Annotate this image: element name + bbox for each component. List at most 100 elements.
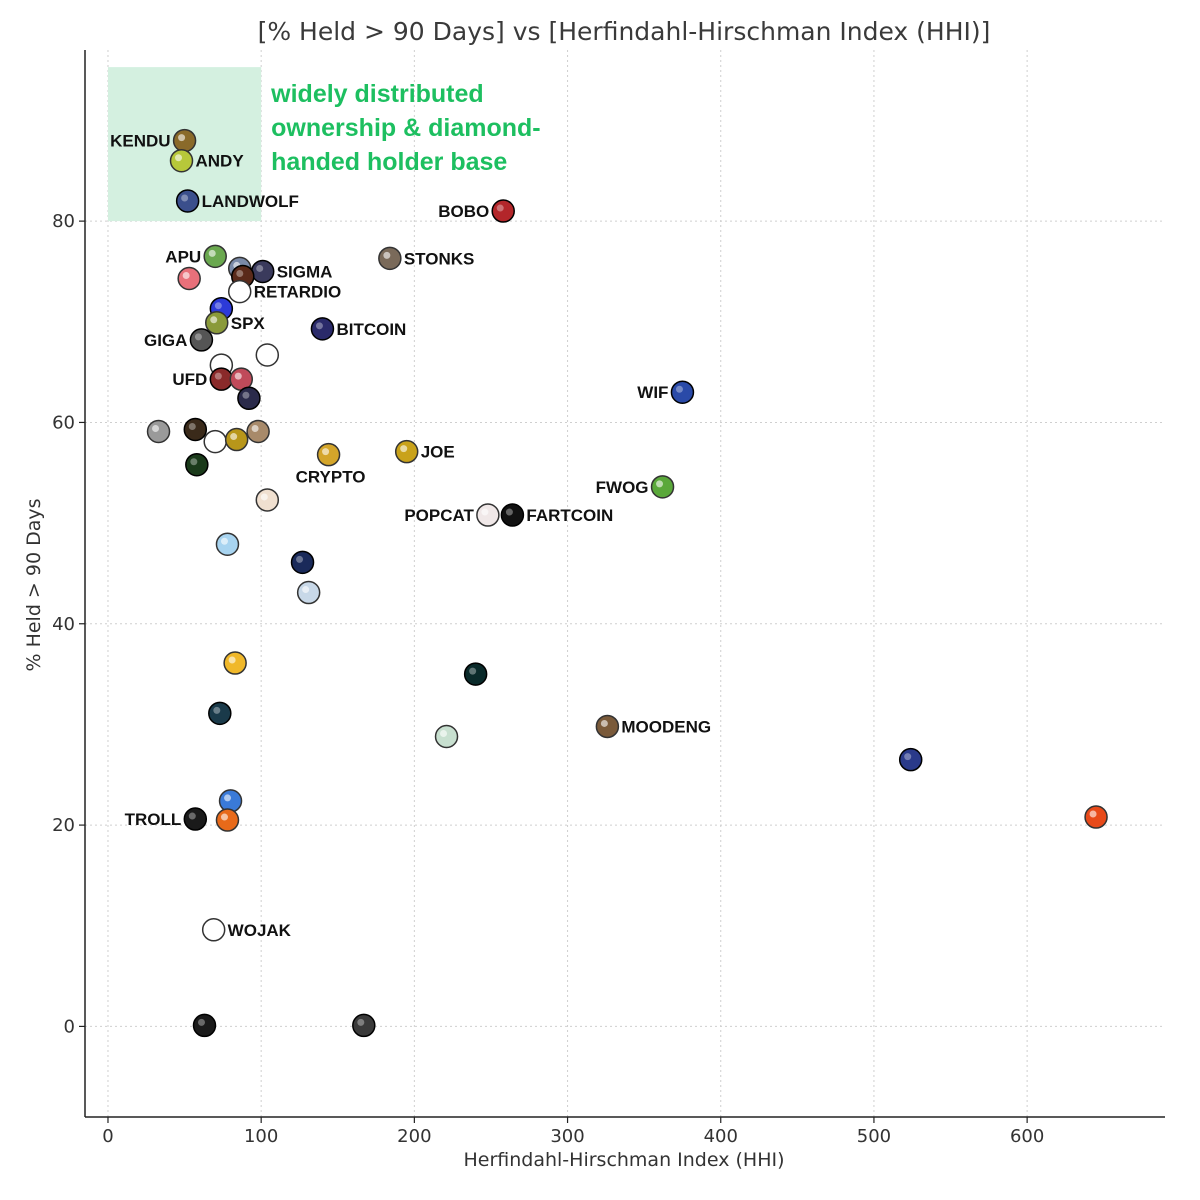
point-label: FWOG xyxy=(596,478,649,497)
data-point-highlight xyxy=(302,586,310,594)
data-point xyxy=(434,724,459,749)
data-point xyxy=(237,386,261,411)
point-label: POPCAT xyxy=(404,506,474,525)
data-point-highlight xyxy=(208,435,216,443)
data-point-highlight xyxy=(214,302,222,310)
point-label: SIGMA xyxy=(277,262,333,281)
data-point xyxy=(463,662,488,686)
point-label: UFD xyxy=(172,370,207,389)
data-point xyxy=(595,714,620,739)
x-tick-label: 600 xyxy=(1010,1126,1044,1147)
data-point-highlight xyxy=(152,425,160,433)
point-labels: KENDU ANDY LANDWOLF BOBO APU SIGMA STONKS RETAR… xyxy=(110,132,711,940)
point-label: SPX xyxy=(231,314,266,333)
point-label: STONKS xyxy=(404,249,475,268)
data-point-highlight xyxy=(296,555,304,563)
data-point-highlight xyxy=(496,204,504,212)
data-point-highlight xyxy=(256,264,264,272)
data-point-highlight xyxy=(197,1018,205,1026)
x-tick-label: 400 xyxy=(704,1126,738,1147)
data-point-highlight xyxy=(207,923,215,931)
y-tick-label: 0 xyxy=(64,1016,75,1037)
data-point-highlight xyxy=(220,537,228,545)
data-point-highlight xyxy=(440,730,448,738)
data-point-highlight xyxy=(675,385,683,393)
data-point xyxy=(189,328,214,352)
data-points xyxy=(146,128,1108,1038)
data-point xyxy=(204,311,229,335)
data-point xyxy=(218,789,243,813)
chart-title: [% Held > 90 Days] vs [Herfindahl-Hirsch… xyxy=(258,17,991,46)
data-point xyxy=(255,343,280,367)
data-point-highlight xyxy=(181,194,189,202)
data-point xyxy=(215,532,240,556)
point-label: GIGA xyxy=(144,331,187,350)
data-point xyxy=(209,367,234,391)
data-point-highlight xyxy=(220,813,228,821)
annotation-line: handed holder base xyxy=(271,148,507,176)
data-point xyxy=(203,429,227,454)
point-label: JOE xyxy=(421,443,455,462)
point-label: LANDWOLF xyxy=(202,192,299,211)
data-point xyxy=(310,317,335,341)
point-label: WOJAK xyxy=(228,921,292,940)
y-tick-label: 40 xyxy=(52,614,75,635)
y-tick-label: 80 xyxy=(52,211,75,232)
data-point xyxy=(1084,805,1108,829)
data-point xyxy=(476,503,500,527)
data-point-highlight xyxy=(214,358,222,366)
point-label: MOODENG xyxy=(621,717,711,736)
data-point-highlight xyxy=(208,249,216,257)
data-point-highlight xyxy=(233,285,241,293)
data-point-highlight xyxy=(236,269,244,277)
data-point-highlight xyxy=(315,322,323,330)
data-point xyxy=(208,701,232,726)
data-point xyxy=(670,380,695,404)
point-label: BOBO xyxy=(438,202,489,221)
x-tick-label: 0 xyxy=(102,1126,113,1147)
data-point-highlight xyxy=(400,445,408,453)
data-point-highlight xyxy=(260,493,268,501)
data-point-highlight xyxy=(213,706,221,714)
data-point xyxy=(378,246,402,271)
data-point-highlight xyxy=(210,316,218,324)
data-point-highlight xyxy=(188,422,196,430)
data-point-highlight xyxy=(322,448,330,456)
data-point xyxy=(255,488,280,512)
data-point-highlight xyxy=(234,372,242,380)
data-point xyxy=(650,475,675,499)
data-point-highlight xyxy=(357,1018,365,1026)
data-point-highlight xyxy=(1089,810,1097,818)
data-point xyxy=(183,417,208,442)
data-point xyxy=(500,503,525,527)
annotation-line: ownership & diamond- xyxy=(271,114,540,142)
x-tick-label: 200 xyxy=(397,1126,431,1147)
data-point xyxy=(177,266,201,291)
data-point xyxy=(491,199,515,223)
data-point-highlight xyxy=(214,372,222,380)
annotation-line: widely distributed xyxy=(270,80,484,108)
x-tick-label: 500 xyxy=(857,1126,891,1147)
data-point-highlight xyxy=(469,667,477,675)
data-point xyxy=(250,259,275,284)
x-tick-label: 300 xyxy=(550,1126,584,1147)
data-point-highlight xyxy=(194,333,202,341)
data-point-highlight xyxy=(224,794,232,802)
data-point xyxy=(223,651,247,675)
data-point-highlight xyxy=(251,425,259,433)
data-point-highlight xyxy=(230,433,238,441)
data-point-highlight xyxy=(904,753,912,761)
data-point xyxy=(175,189,200,213)
data-point xyxy=(185,452,209,477)
x-axis-label: Herfindahl-Hirschman Index (HHI) xyxy=(463,1149,784,1171)
data-point-highlight xyxy=(505,508,513,516)
axes: 0 100 200 300 400 500 600 0 20 40 60 80 xyxy=(52,50,1165,1147)
data-point xyxy=(146,419,171,444)
y-tick-label: 60 xyxy=(52,412,75,433)
data-point xyxy=(296,580,321,605)
point-label: APU xyxy=(165,247,201,266)
highlight-annotation: widely distributed ownership & diamond-ha… xyxy=(270,80,540,176)
point-label: FARTCOIN xyxy=(526,506,613,525)
data-point xyxy=(201,918,226,942)
